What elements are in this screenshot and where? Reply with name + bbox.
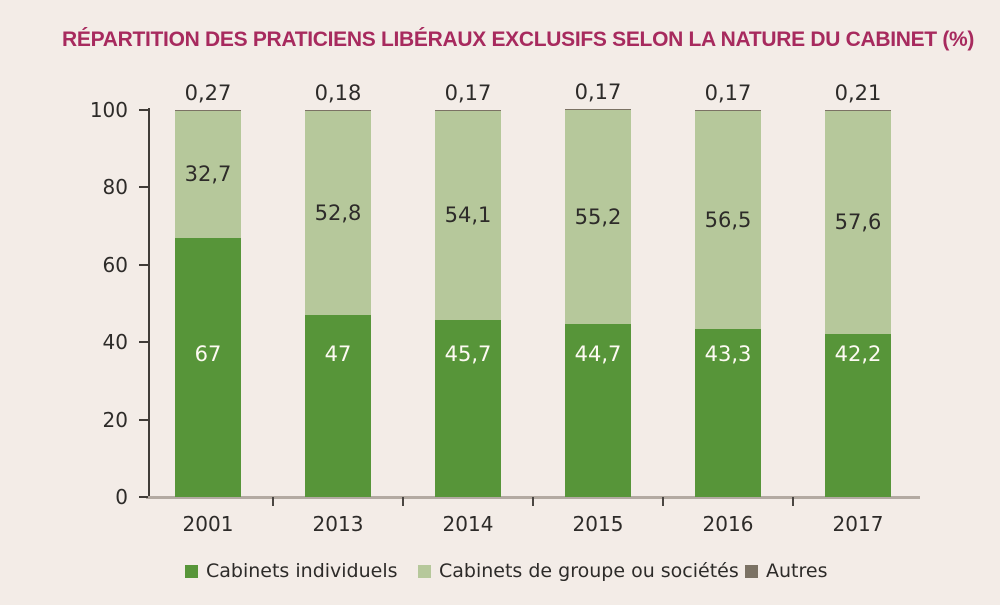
bar-segment-autres: [825, 109, 891, 111]
bar-segment-cabinets-individuels: [825, 333, 891, 497]
legend-label: Cabinets de groupe ou sociétés: [439, 560, 739, 582]
bar-value-autres: 0,17: [444, 80, 492, 105]
y-axis-tick: [139, 263, 148, 266]
y-axis-tick: [139, 186, 148, 189]
bar-value-autres: 0,21: [834, 80, 882, 105]
bar-segment-autres: [565, 109, 631, 111]
x-axis-tick: [792, 497, 794, 506]
bar-value-cabinets-individuels: 43,3: [704, 342, 752, 366]
legend-item: Cabinets individuels: [185, 558, 398, 584]
legend-label: Cabinets individuels: [206, 560, 398, 582]
bar-value-autres: 0,18: [314, 80, 362, 105]
x-axis-tick: [402, 497, 404, 506]
bar-segment-autres: [695, 109, 761, 111]
chart-plot-area: 0 20 40 60 80 100 67 32,7 0,27 2001 47 52,8 0,18 2013…: [90, 80, 920, 536]
bar-value-cabinets-de-groupe: 57,6: [834, 210, 882, 235]
bar-segment-cabinets-de-groupe: [695, 110, 761, 330]
legend-swatch: [745, 564, 758, 578]
legend-label: Autres: [766, 560, 828, 582]
legend-swatch: [185, 564, 198, 578]
y-axis-tick: [139, 496, 148, 498]
x-axis-label: 2013: [312, 512, 364, 536]
bar-segment-cabinets-de-groupe: [435, 110, 501, 321]
bar-value-autres: 0,17: [574, 80, 622, 105]
bar-value-autres: 0,27: [184, 80, 232, 105]
y-axis-tick-label: 100: [89, 98, 128, 122]
bar-value-cabinets-individuels: 45,7: [444, 342, 492, 366]
bar-segment-cabinets-individuels: [435, 320, 501, 497]
y-axis-tick: [139, 109, 148, 111]
bar-segment-cabinets-de-groupe: [825, 110, 891, 334]
bar-value-cabinets-individuels: 67: [194, 342, 222, 366]
bar-segment-cabinets-de-groupe: [305, 110, 371, 316]
legend-swatch: [418, 564, 431, 578]
bar-value-cabinets-individuels: 47: [324, 342, 352, 366]
chart-legend: Cabinets individuels Cabinets de groupe o…: [0, 558, 1000, 588]
bar-segment-autres: [305, 109, 371, 111]
bar-value-cabinets-de-groupe: 54,1: [444, 203, 492, 228]
x-axis-label: 2014: [442, 512, 494, 536]
x-axis-label: 2016: [702, 512, 754, 536]
bar-value-autres: 0,17: [704, 80, 752, 105]
bar-value-cabinets-individuels: 44,7: [574, 342, 622, 366]
y-axis-line: [148, 108, 150, 499]
y-axis-tick-label: 20: [102, 407, 128, 432]
x-axis-label: 2017: [832, 512, 884, 536]
legend-item: Autres: [745, 558, 827, 584]
x-axis-tick: [532, 497, 534, 506]
bar-value-cabinets-individuels: 42,2: [834, 342, 882, 366]
bar-segment-cabinets-individuels: [695, 329, 761, 497]
bar-segment-cabinets-de-groupe: [175, 111, 241, 238]
x-axis-tick: [662, 497, 664, 506]
x-axis-label: 2015: [572, 512, 624, 536]
bar-segment-cabinets-de-groupe: [565, 110, 631, 324]
bar-segment-cabinets-individuels: [565, 324, 631, 497]
y-axis-tick-label: 80: [102, 175, 128, 200]
bar-segment-autres: [435, 109, 501, 111]
y-axis-tick: [139, 341, 148, 344]
bar-segment-cabinets-individuels: [175, 237, 241, 497]
bar-value-cabinets-de-groupe: 32,7: [184, 162, 232, 187]
y-axis-tick-label: 40: [102, 330, 128, 355]
chart-title: RÉPARTITION DES PRATICIENS LIBÉRAUX EXCL…: [62, 28, 975, 51]
bar-segment-autres: [175, 109, 241, 112]
x-axis-tick: [272, 497, 274, 506]
bar-segment-cabinets-individuels: [305, 315, 371, 497]
y-axis-tick-label: 60: [102, 252, 128, 277]
y-axis-tick-label: 0: [115, 485, 128, 509]
bar-value-cabinets-de-groupe: 52,8: [314, 200, 362, 225]
bar-value-cabinets-de-groupe: 56,5: [704, 208, 752, 233]
bar-value-cabinets-de-groupe: 55,2: [574, 205, 622, 230]
x-axis-label: 2001: [182, 512, 234, 536]
legend-item: Cabinets de groupe ou sociétés: [418, 558, 739, 584]
y-axis-tick: [139, 418, 148, 421]
